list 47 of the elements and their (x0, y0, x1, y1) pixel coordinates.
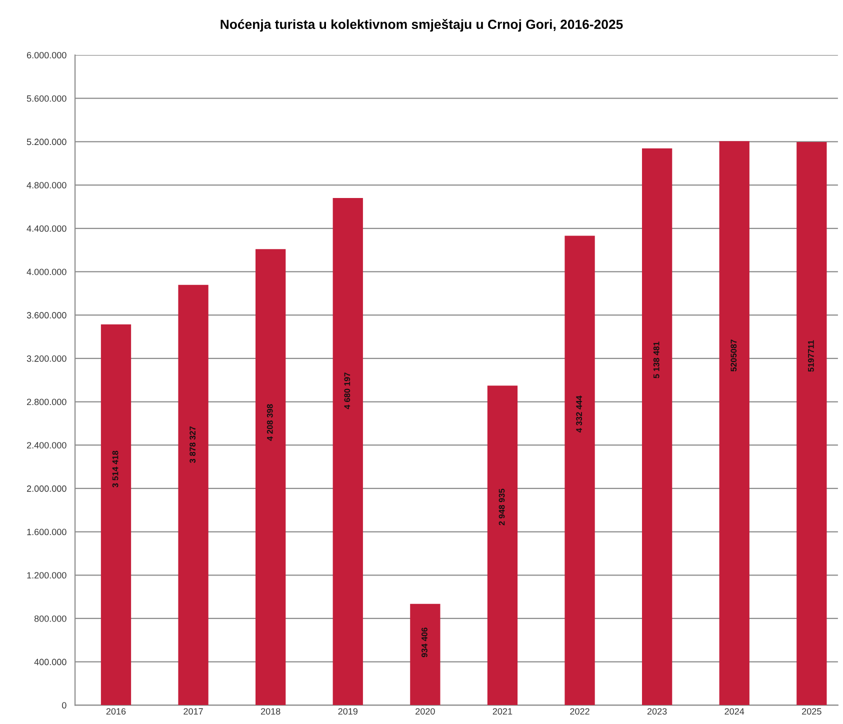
data-label: 4 332 444 (576, 396, 582, 433)
data-label: 934 406 (422, 628, 428, 658)
data-label: 2 948 935 (498, 488, 505, 526)
data-label: 3 514 418 (112, 450, 118, 488)
data-label: 4 680 197 (344, 372, 350, 410)
x-tick-label: 2019 (338, 708, 358, 715)
x-tick-label: 2025 (802, 708, 822, 715)
y-tick-label: 3.600.000 (26, 312, 66, 318)
data-label: 5 138 481 (653, 342, 660, 378)
data-label: 3 878 327 (190, 426, 196, 463)
bar (487, 386, 518, 706)
x-tick-label: 2021 (492, 708, 512, 715)
y-tick-label: 2.800.000 (26, 398, 66, 406)
y-tick-label: 800.000 (34, 615, 66, 622)
bar (100, 324, 132, 706)
y-tick-label: 5.600.000 (26, 95, 66, 102)
chart-title: Noćenja turista u kolektivnom smještaju u Crnoj Gori, 2016-2025 (220, 19, 623, 32)
bar (410, 604, 440, 706)
x-tick-label: 2020 (416, 708, 435, 715)
x-tick-label: 2024 (724, 708, 744, 715)
y-tick-label: 6.000.000 (26, 52, 66, 58)
y-tick-label: 2.000.000 (26, 485, 66, 492)
y-tick-label: 2.400.000 (26, 442, 66, 448)
x-tick-label: 2022 (570, 708, 590, 715)
x-tick-label: 2018 (261, 708, 280, 715)
y-tick-label: 1.200.000 (27, 572, 66, 579)
y-tick-label: 4.400.000 (26, 225, 66, 232)
y-tick-label: 3.200.000 (26, 355, 66, 362)
bar (332, 198, 363, 706)
x-tick-label: 2023 (647, 708, 667, 715)
bar (796, 142, 827, 706)
bar (564, 236, 595, 706)
y-tick-label: 4.800.000 (26, 182, 66, 188)
x-tick-label: 2016 (106, 708, 126, 715)
bar (178, 284, 208, 706)
data-label: 4 208 398 (266, 404, 273, 441)
y-tick-label: 5.200.000 (26, 138, 66, 146)
data-label: 5197711 (808, 340, 814, 372)
y-tick-label: 1.600.000 (27, 528, 66, 536)
x-tick-label: 2017 (184, 708, 203, 715)
bar (719, 141, 750, 706)
y-tick-label: 4.000.000 (26, 268, 66, 276)
data-label: 5205087 (730, 340, 737, 372)
bar (642, 148, 672, 706)
bar (256, 249, 286, 706)
y-tick-label: 0 (62, 702, 66, 709)
y-tick-label: 400.000 (34, 658, 66, 666)
